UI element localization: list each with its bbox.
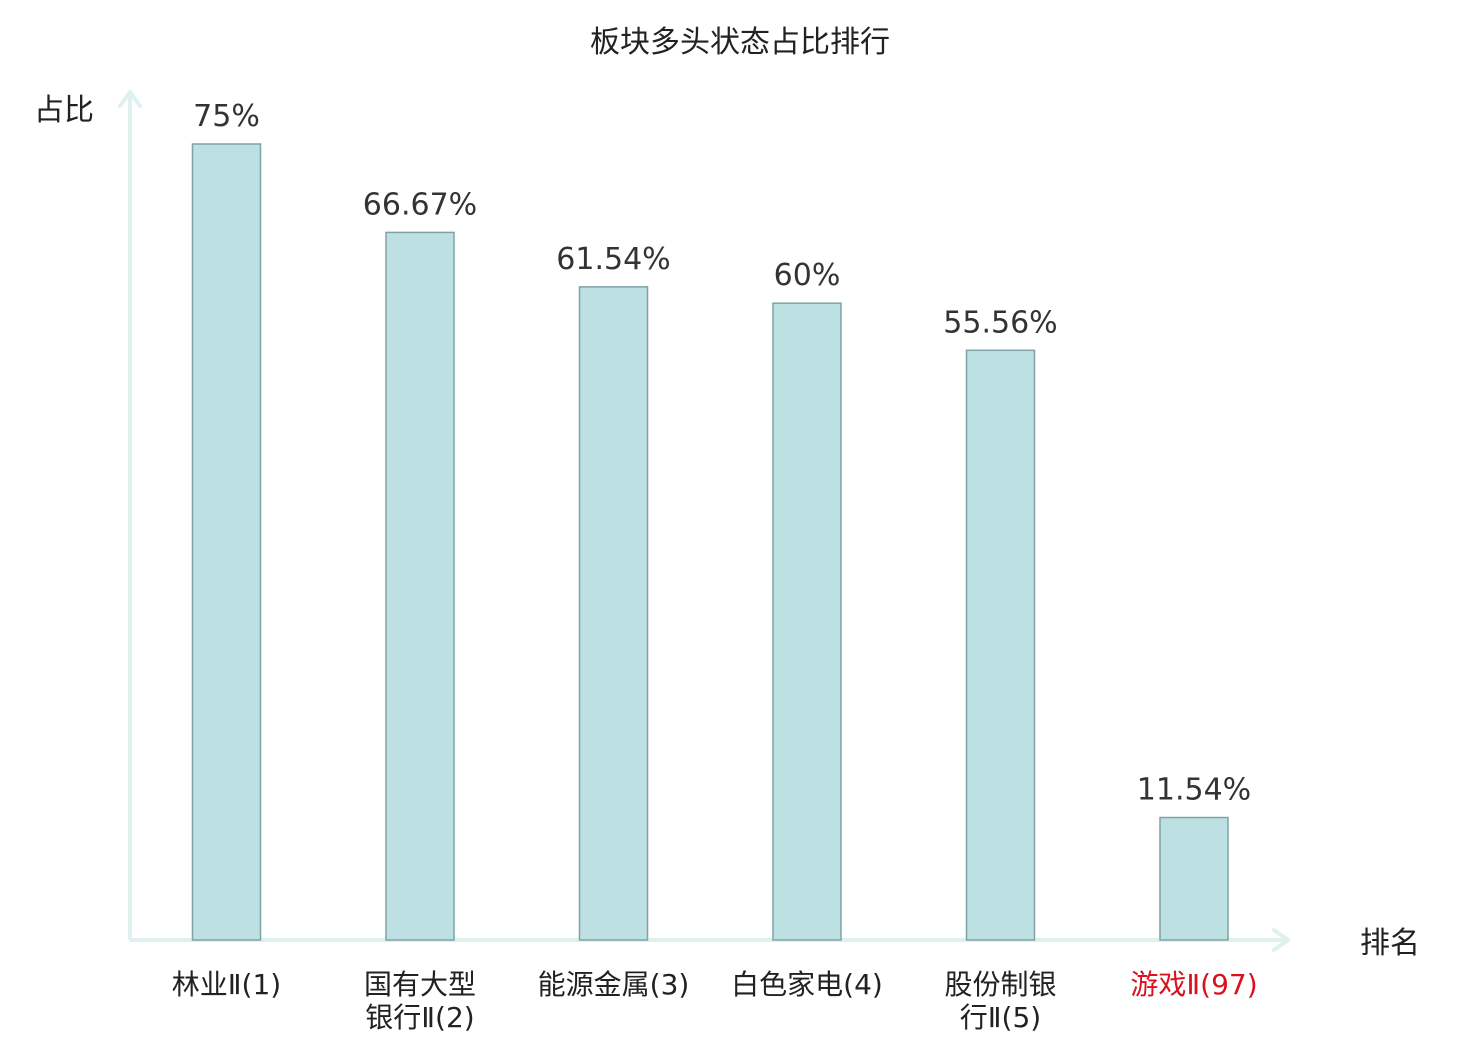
category-label: 银行Ⅱ(2) <box>365 1001 474 1034</box>
chart-title: 板块多头状态占比排行 <box>590 25 890 60</box>
bar <box>191 143 262 941</box>
bar-value-label: 11.54% <box>1137 773 1251 808</box>
bar <box>772 302 842 941</box>
x-axis-label: 排名 <box>1360 926 1420 961</box>
y-axis-label: 占比 <box>34 93 94 128</box>
bar <box>1159 816 1229 941</box>
bar-value-label: 75% <box>193 99 260 134</box>
category-label: 游戏Ⅱ(97) <box>1130 968 1257 1001</box>
category-label: 行Ⅱ(5) <box>960 1001 1041 1034</box>
value-labels-group: 75% 66.67% 61.54% 60% 55.56% 11.54% <box>193 99 1251 808</box>
bar-value-label: 61.54% <box>556 242 670 277</box>
bars-group <box>191 143 1229 941</box>
category-label: 股份制银 <box>944 968 1056 1001</box>
bar-value-label: 55.56% <box>943 305 1057 340</box>
bar <box>578 286 649 941</box>
x-axis-arrow-icon <box>1272 928 1290 952</box>
bar <box>965 349 1036 941</box>
y-axis-arrow-icon <box>118 90 142 108</box>
category-label: 国有大型 <box>364 968 476 1001</box>
bar-value-label: 60% <box>774 258 841 293</box>
bar-value-label: 66.67% <box>363 187 477 222</box>
bar <box>385 231 455 941</box>
category-label: 林业Ⅱ(1) <box>172 968 281 1001</box>
category-label: 能源金属(3) <box>538 968 690 1001</box>
category-label: 白色家电(4) <box>731 968 883 1001</box>
axes <box>118 90 1290 952</box>
